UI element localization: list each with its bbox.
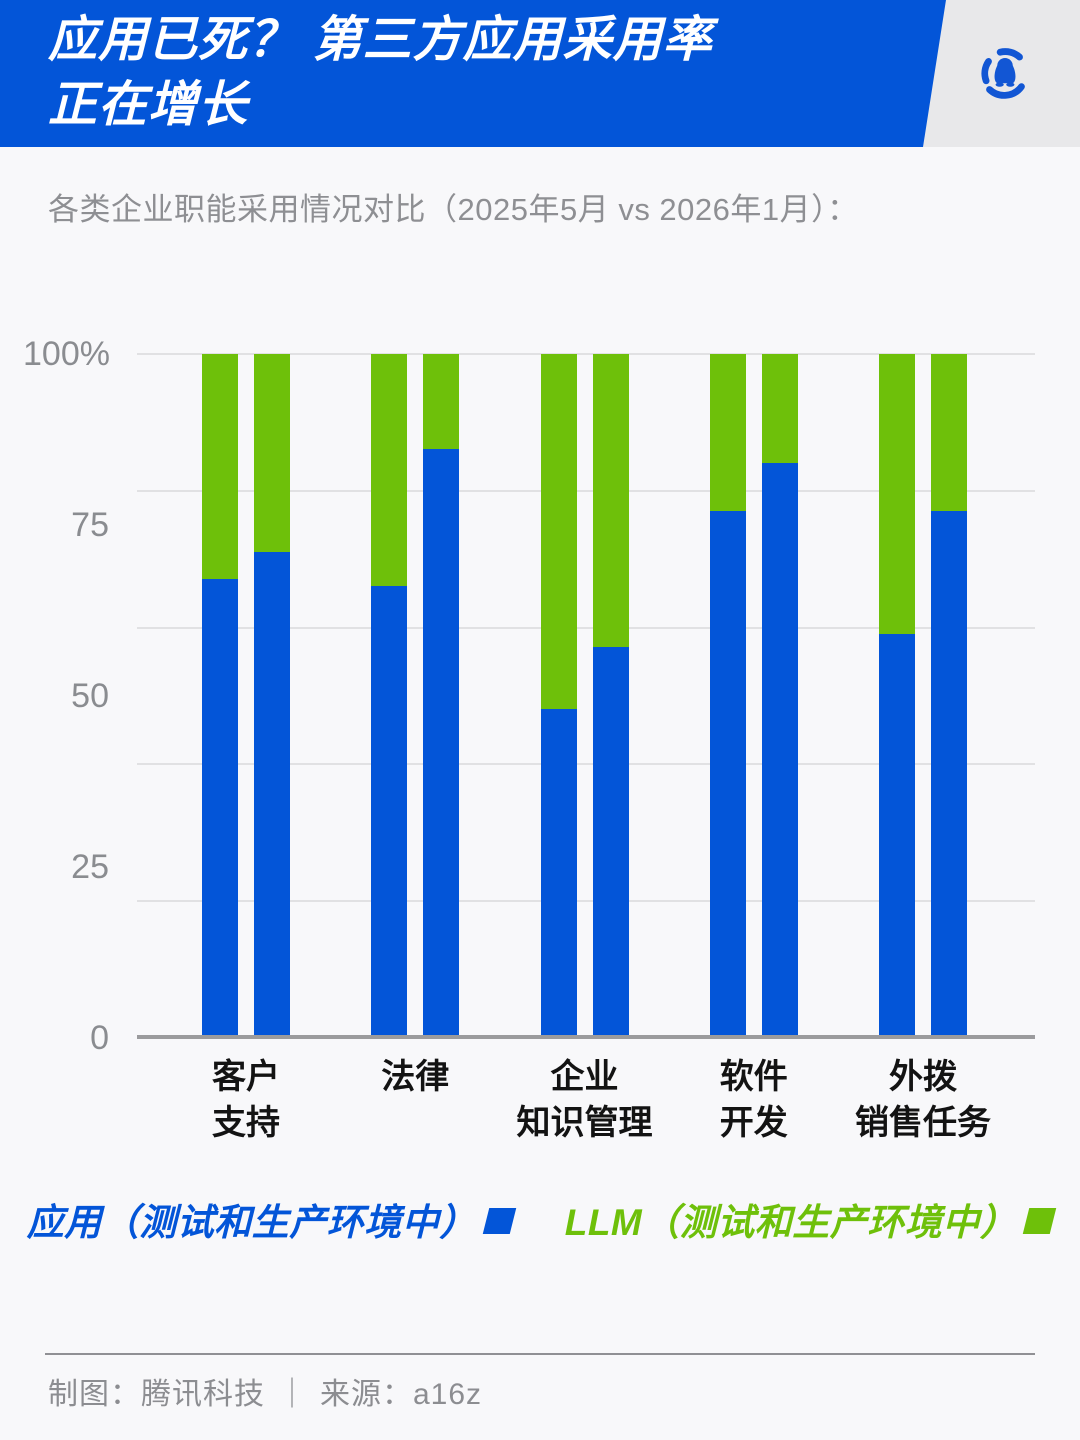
footer-credit: 制图：腾讯科技 bbox=[48, 1378, 265, 1411]
legend-item-llm: LLM（测试和生产环境中） bbox=[564, 1192, 1057, 1246]
category-label-line: 支持 bbox=[212, 1104, 280, 1142]
bar-软件开发-2026年1月 bbox=[761, 354, 798, 1036]
segment-llm bbox=[592, 354, 629, 648]
bar-外拨销售任务-2026年1月 bbox=[931, 354, 967, 1036]
category-label-line: 开发 bbox=[719, 1104, 788, 1142]
y-tick-label-75: 75 bbox=[71, 506, 109, 544]
footer-source: 来源：a16z bbox=[320, 1378, 483, 1411]
chart-legend: 应用（测试和生产环境中） LLM（测试和生产环境中） bbox=[0, 1192, 1080, 1246]
y-tick-label-50: 50 bbox=[71, 677, 109, 715]
segment-app bbox=[540, 708, 577, 1036]
segment-llm bbox=[423, 354, 460, 450]
chart-plot: 100% 75 50 25 0 客户支持 法律 企业知识管理 软件开发 外拨销售任务 bbox=[23, 335, 1035, 1142]
segment-app bbox=[254, 551, 290, 1036]
category-label-line: 企业 bbox=[550, 1058, 619, 1096]
page-title: 应用已死？ 第三方应用采用率 正在增长 bbox=[48, 8, 713, 138]
segment-llm bbox=[761, 354, 798, 464]
tencent-tech-penguin-icon bbox=[981, 48, 1025, 99]
bar-法律-2025年5月 bbox=[371, 354, 408, 1036]
segment-llm bbox=[709, 354, 746, 511]
legend-label-app: 应用（测试和生产环境中） bbox=[26, 1202, 477, 1243]
y-tick-label-25: 25 bbox=[71, 848, 109, 886]
page-title-line1: 应用已死？ 第三方应用采用率 bbox=[48, 13, 713, 67]
footer-separator: ｜ bbox=[277, 1378, 308, 1411]
bar-外拨销售任务-2025年5月 bbox=[879, 354, 915, 1036]
bar-法律-2026年1月 bbox=[423, 354, 460, 1036]
segment-llm bbox=[931, 354, 967, 511]
y-tick-label-100: 100% bbox=[23, 335, 110, 373]
legend-item-app: 应用（测试和生产环境中） bbox=[26, 1192, 516, 1246]
category-label-line: 销售任务 bbox=[855, 1104, 991, 1142]
segment-app bbox=[931, 510, 967, 1036]
category-label-line: 法律 bbox=[381, 1058, 450, 1096]
gridline-60 bbox=[137, 626, 1035, 629]
y-axis: 100% 75 50 25 0 bbox=[23, 335, 123, 1057]
category-label-line: 客户 bbox=[212, 1058, 280, 1096]
segment-llm bbox=[540, 354, 577, 709]
segment-llm bbox=[254, 354, 290, 552]
category-label-line: 软件 bbox=[719, 1058, 788, 1096]
category-label-line: 外拨 bbox=[889, 1058, 957, 1096]
footer-credits: 制图：腾讯科技 ｜ 来源：a16z bbox=[48, 1369, 482, 1413]
segment-app bbox=[423, 449, 460, 1036]
category-label-软件开发: 软件 开发 bbox=[634, 1054, 874, 1146]
category-label-line: 知识管理 bbox=[516, 1104, 653, 1142]
category-label-外拨销售任务: 外拨 销售任务 bbox=[803, 1054, 1043, 1146]
bar-企业知识管理-2026年1月 bbox=[592, 354, 629, 1036]
segment-app bbox=[761, 463, 798, 1036]
legend-label-llm: LLM（测试和生产环境中） bbox=[564, 1202, 1018, 1243]
segment-app bbox=[879, 633, 915, 1036]
segment-app bbox=[592, 647, 629, 1036]
gridline-100 bbox=[137, 353, 1035, 355]
category-label-法律: 法律 bbox=[295, 1054, 535, 1100]
segment-llm bbox=[202, 354, 238, 580]
bar-客户支持-2026年1月 bbox=[254, 354, 290, 1036]
title-banner: 应用已死？ 第三方应用采用率 正在增长 bbox=[0, 0, 946, 147]
footer-divider bbox=[45, 1353, 1035, 1355]
legend-swatch-app-blue bbox=[482, 1208, 516, 1234]
chart-subtitle: 各类企业职能采用情况对比（2025年5月 vs 2026年1月）： bbox=[48, 192, 859, 227]
category-label-企业知识管理: 企业 知识管理 bbox=[465, 1054, 705, 1146]
bar-企业知识管理-2025年5月 bbox=[540, 354, 577, 1036]
page-title-line2: 正在增长 bbox=[48, 78, 249, 132]
legend-swatch-llm-green bbox=[1023, 1208, 1057, 1234]
segment-llm bbox=[371, 354, 408, 586]
gridline-20 bbox=[137, 900, 1035, 903]
category-label-客户支持: 客户 支持 bbox=[126, 1054, 366, 1146]
segment-app bbox=[709, 510, 746, 1036]
bar-客户支持-2025年5月 bbox=[202, 354, 238, 1036]
segment-llm bbox=[879, 354, 915, 634]
gridline-80 bbox=[137, 489, 1035, 492]
x-axis-baseline bbox=[137, 1035, 1035, 1039]
y-tick-label-0: 0 bbox=[90, 1019, 109, 1057]
bar-软件开发-2025年5月 bbox=[709, 354, 746, 1036]
segment-app bbox=[371, 585, 408, 1036]
gridline-40 bbox=[137, 763, 1035, 766]
segment-app bbox=[202, 579, 238, 1036]
